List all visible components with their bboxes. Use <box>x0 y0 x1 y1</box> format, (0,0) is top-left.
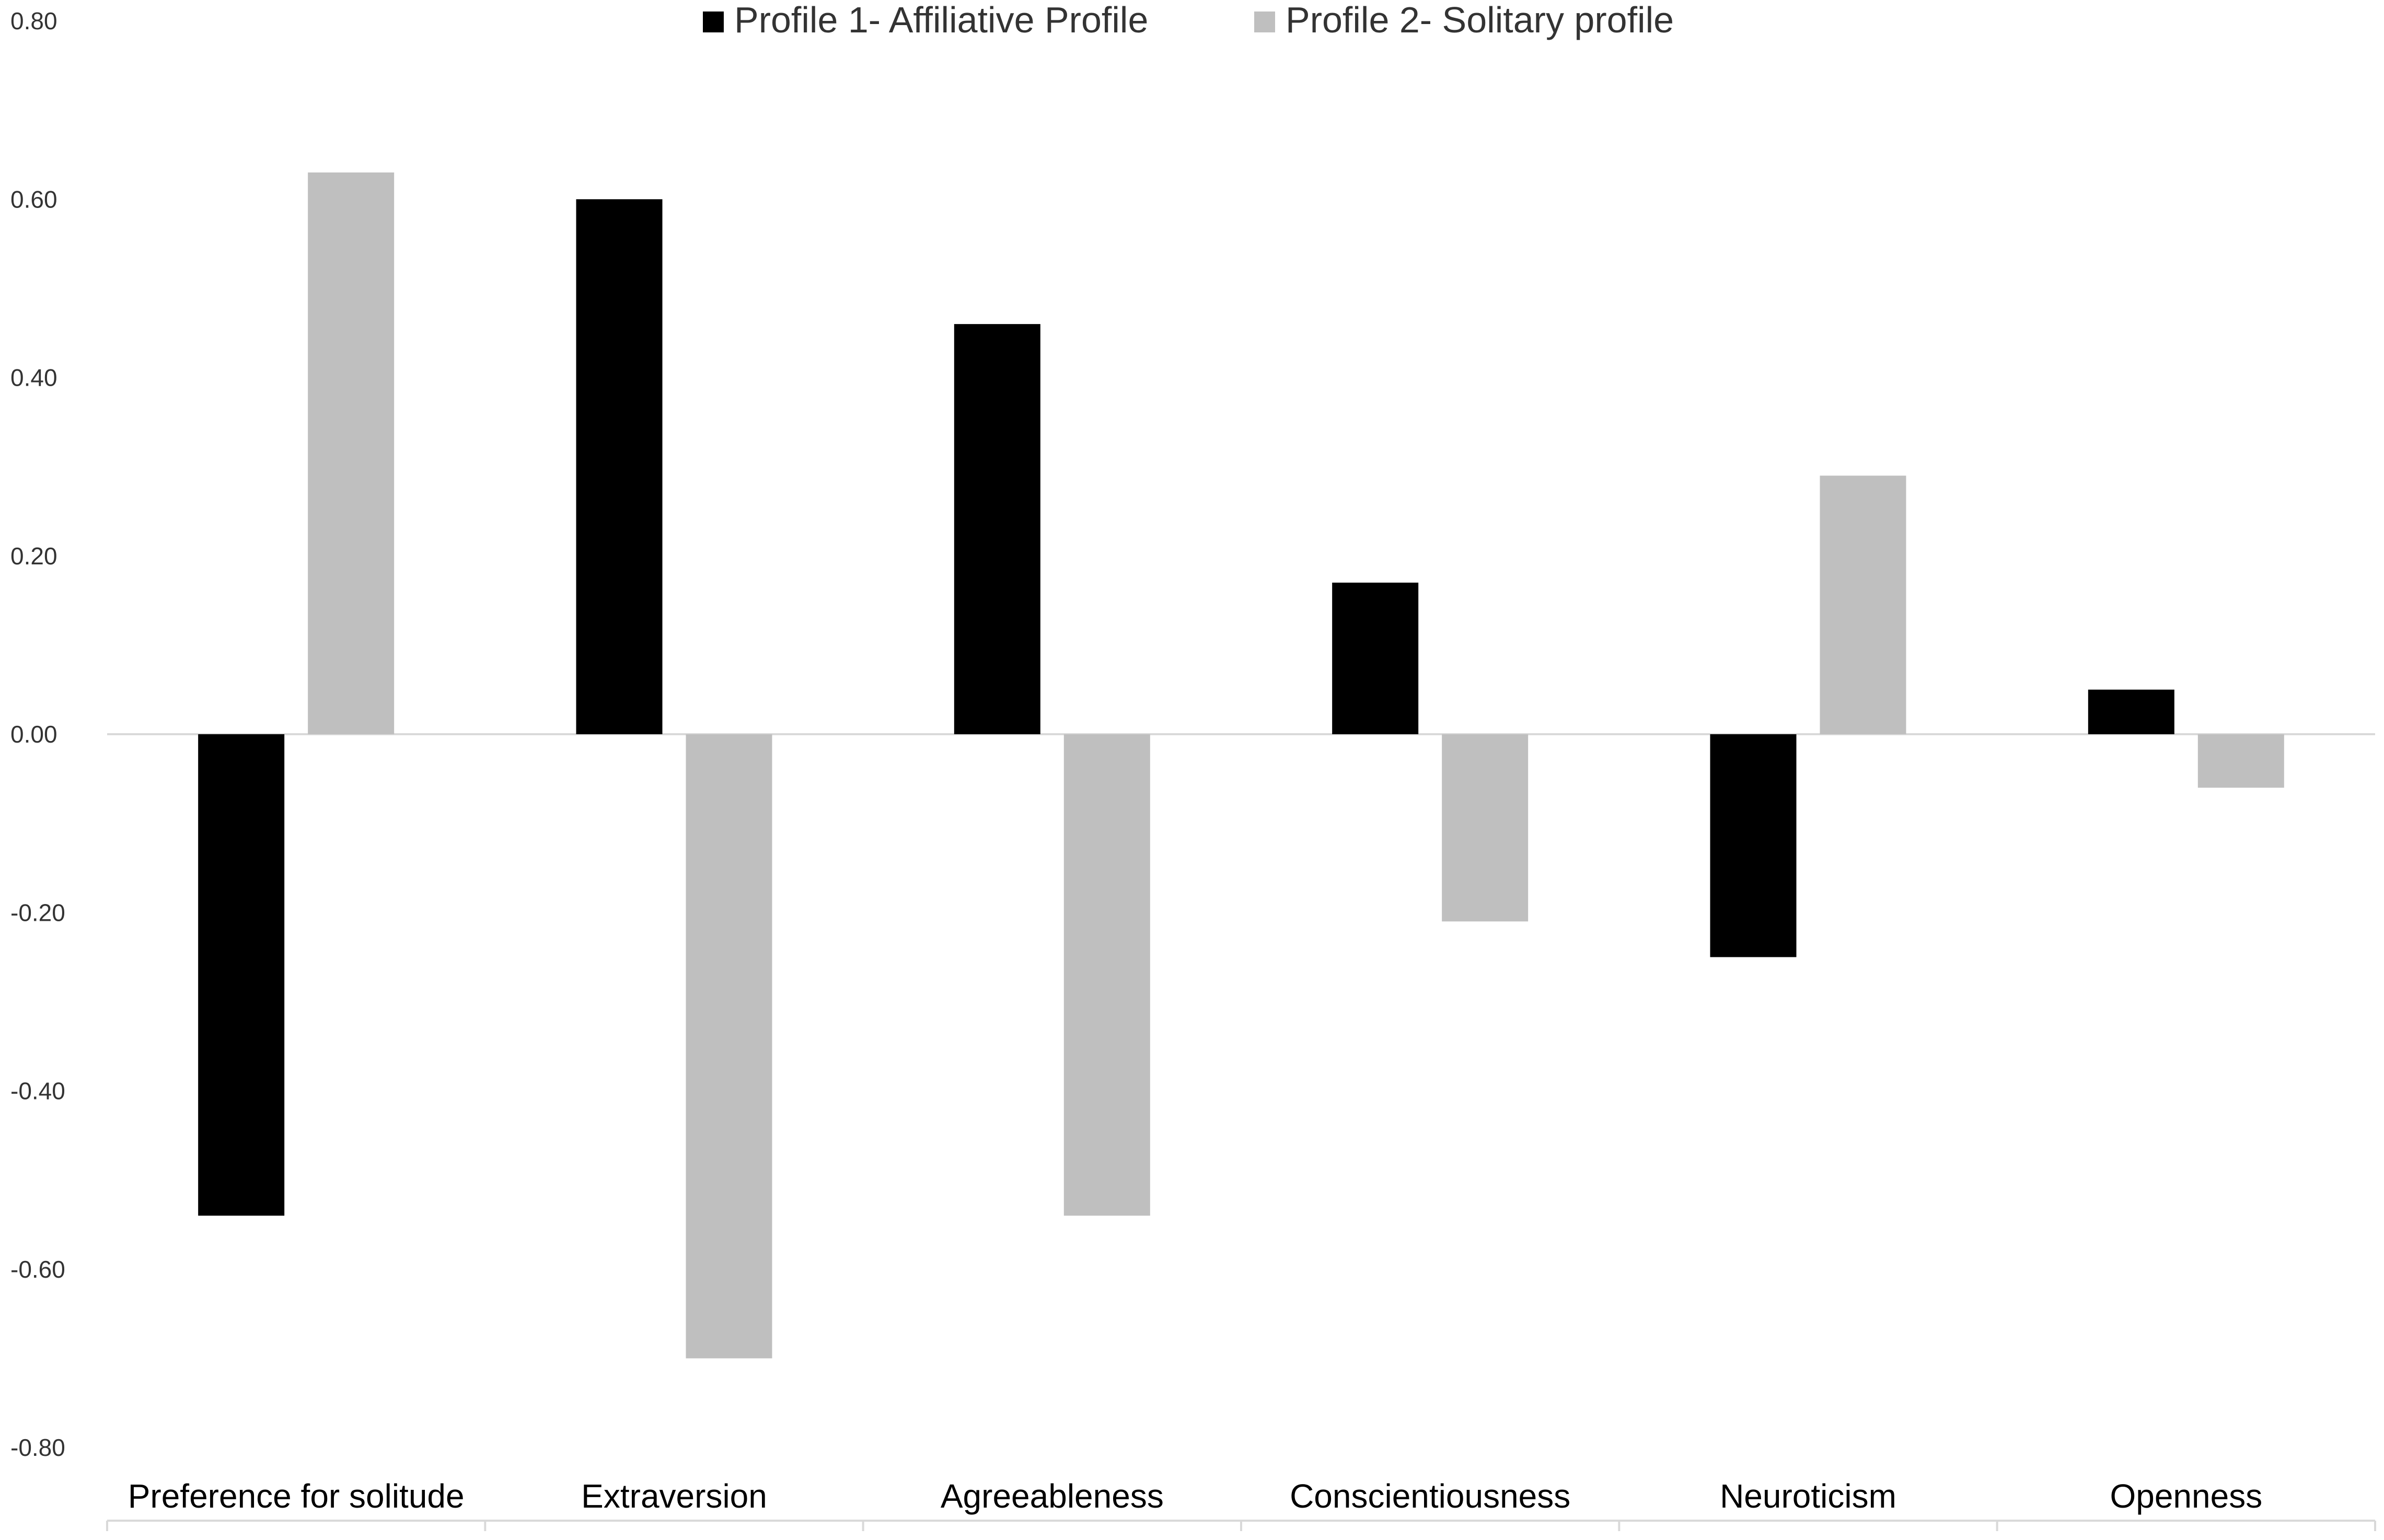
x-tick-label: Agreeableness <box>941 1477 1164 1515</box>
y-tick-label: -0.20 <box>10 899 65 926</box>
bar-series-1-0 <box>198 734 285 1216</box>
y-tick-label: 0.60 <box>10 186 57 213</box>
bar-series-2-4 <box>1820 476 1906 734</box>
x-tick-label: Preference for solitude <box>128 1477 465 1515</box>
x-tick-label: Conscientiousness <box>1290 1477 1570 1515</box>
x-axis: Preference for solitude Extraversion Agree… <box>106 1477 2376 1531</box>
x-tick-label: Extraversion <box>581 1477 767 1515</box>
legend-label-1: Profile 1- Affiliative Profile <box>734 0 1148 40</box>
y-tick-label: 0.00 <box>10 721 57 748</box>
bar-series-2-1 <box>686 734 772 1359</box>
bar-series-2-5 <box>2197 734 2284 788</box>
x-tick-label: Neuroticism <box>1720 1477 1896 1515</box>
legend-label-2: Profile 2- Solitary profile <box>1286 0 1674 40</box>
legend-swatch-1 <box>703 11 724 32</box>
bar-series-1-1 <box>576 199 663 734</box>
x-tick-label: Openness <box>2110 1477 2262 1515</box>
bar-series-1-4 <box>1710 734 1797 957</box>
legend-swatch-2 <box>1254 11 1275 32</box>
y-tick-label: 0.40 <box>10 364 57 391</box>
y-axis: 0.80 0.60 0.40 0.20 0.00 -0.20 -0.40 -0.60 -0.80 <box>10 7 2375 1461</box>
bar-series-2-2 <box>1063 734 1150 1216</box>
y-tick-label: -0.40 <box>10 1078 65 1105</box>
bar-series-1-2 <box>954 324 1040 734</box>
bar-series-2-0 <box>308 172 395 734</box>
y-tick-label: -0.60 <box>10 1256 65 1283</box>
legend: Profile 1- Affiliative Profile Profile 2-… <box>703 0 1674 40</box>
y-tick-label: 0.20 <box>10 542 57 570</box>
bar-series-2-3 <box>1442 734 1529 922</box>
y-tick-label: 0.80 <box>10 7 57 34</box>
y-tick-label: -0.80 <box>10 1434 65 1461</box>
bar-series-1-5 <box>2088 689 2174 734</box>
bar-series-1-3 <box>1332 582 1419 734</box>
bars <box>198 172 2284 1359</box>
